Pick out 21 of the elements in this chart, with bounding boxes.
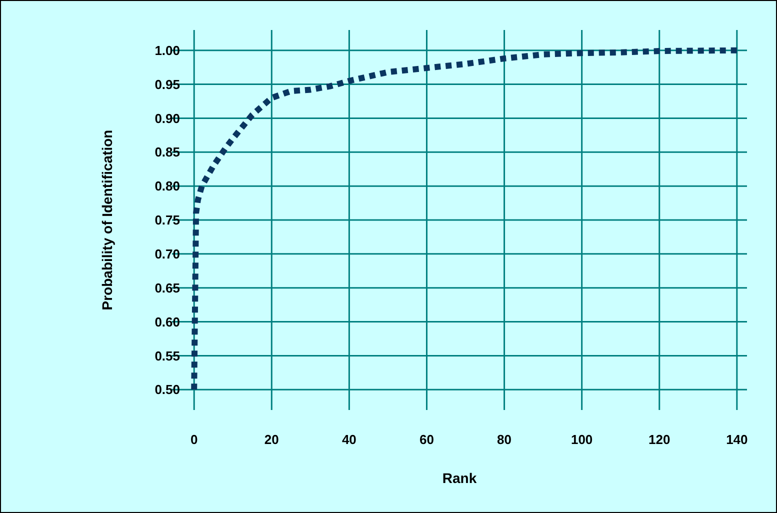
x-tick-label: 120 (648, 432, 670, 447)
y-tick-label: 0.50 (154, 382, 180, 398)
y-tick-label: 0.80 (154, 178, 180, 194)
y-tick-label: 0.60 (154, 314, 180, 330)
x-tick-label: 40 (342, 432, 356, 447)
x-tick-label: 60 (420, 432, 434, 447)
y-tick-label: 0.70 (154, 246, 180, 262)
x-tick-label: 140 (726, 432, 748, 447)
y-tick-label: 0.95 (154, 76, 180, 92)
y-tick-label: 0.85 (154, 144, 180, 160)
y-tick-label: 0.65 (154, 280, 180, 296)
y-axis-title: Probability of Identification (99, 130, 115, 310)
y-tick-label: 0.75 (154, 212, 180, 228)
x-tick-label: 100 (570, 432, 593, 447)
y-tick-label: 1.00 (154, 42, 180, 58)
x-tick-label: 0 (190, 432, 198, 447)
x-axis-title: Rank (442, 470, 477, 486)
x-tick-label: 80 (497, 432, 512, 447)
y-tick-label: 0.90 (154, 110, 180, 126)
y-tick-label: 0.55 (154, 348, 180, 364)
x-tick-label: 20 (264, 432, 279, 447)
